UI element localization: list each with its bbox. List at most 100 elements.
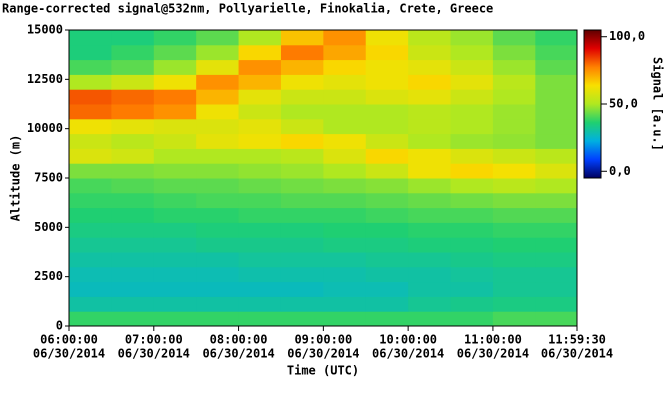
heatmap-cell — [492, 148, 536, 164]
heatmap-cell — [196, 266, 240, 283]
heatmap-cell — [450, 118, 494, 135]
heatmap-cell — [365, 237, 409, 253]
heatmap-cell — [492, 44, 536, 61]
heatmap-cell — [280, 104, 324, 120]
heatmap-cell — [450, 311, 494, 327]
x-tick-label: 06:00:00 — [40, 333, 98, 347]
heatmap-cell — [450, 89, 494, 105]
heatmap-cell — [408, 59, 452, 75]
heatmap-cell — [535, 178, 578, 194]
heatmap-cell — [69, 311, 112, 327]
heatmap-cell — [196, 207, 240, 223]
heatmap-cell — [492, 222, 536, 238]
heatmap-cell — [408, 178, 452, 194]
heatmap-cell — [280, 118, 324, 135]
heatmap-cell — [111, 104, 155, 120]
heatmap-cell — [238, 30, 282, 46]
heatmap-cell — [238, 311, 282, 327]
heatmap-cell — [280, 266, 324, 283]
heatmap-cell — [408, 133, 452, 149]
heatmap-cell — [196, 178, 240, 194]
heatmap-cell — [238, 74, 282, 90]
y-axis-label: Altitude (m) — [9, 135, 23, 222]
heatmap-cell — [408, 311, 452, 327]
heatmap-cell — [196, 74, 240, 90]
colorbar — [583, 29, 602, 179]
heatmap-cell — [535, 74, 578, 90]
heatmap-cell — [535, 237, 578, 253]
heatmap-cell — [492, 118, 536, 135]
heatmap-cell — [450, 207, 494, 223]
heatmap-cell — [238, 237, 282, 253]
heatmap-cell — [408, 252, 452, 268]
heatmap-cell — [111, 192, 155, 209]
heatmap-cell — [69, 192, 112, 209]
heatmap-cell — [153, 163, 197, 179]
heatmap-cell — [365, 296, 409, 312]
heatmap-cell — [535, 222, 578, 238]
heatmap-cell — [492, 74, 536, 90]
heatmap-cell — [365, 178, 409, 194]
heatmap-cell — [365, 192, 409, 209]
heatmap-cell — [196, 89, 240, 105]
colorbar-tick-label: 100,0 — [609, 29, 645, 43]
heatmap-cell — [69, 178, 112, 194]
heatmap-cell — [153, 59, 197, 75]
heatmap-cell — [69, 89, 112, 105]
heatmap-cell — [280, 252, 324, 268]
heatmap-cell — [323, 222, 367, 238]
heatmap-cell — [535, 133, 578, 149]
heatmap-cell — [492, 178, 536, 194]
heatmap-cell — [238, 148, 282, 164]
heatmap-cell — [196, 133, 240, 149]
heatmap-cell — [450, 178, 494, 194]
heatmap-cell — [69, 59, 112, 75]
heatmap-cell — [111, 30, 155, 46]
heatmap-cell — [365, 30, 409, 46]
heatmap-cell — [196, 192, 240, 209]
heatmap-cell — [238, 118, 282, 135]
heatmap-cell — [450, 133, 494, 149]
heatmap-cell — [196, 44, 240, 61]
heatmap-cell — [111, 207, 155, 223]
heatmap-cell — [238, 207, 282, 223]
heatmap-cell — [238, 89, 282, 105]
heatmap-cell — [280, 222, 324, 238]
heatmap-cell — [153, 104, 197, 120]
heatmap-cell — [323, 104, 367, 120]
heatmap-cell — [365, 59, 409, 75]
heatmap-cell — [69, 133, 112, 149]
y-tick-label: 7500 — [34, 171, 63, 185]
heatmap-cell — [323, 74, 367, 90]
heatmap-cell — [238, 252, 282, 268]
heatmap-cell — [450, 222, 494, 238]
heatmap-cell — [69, 207, 112, 223]
heatmap-cell — [365, 118, 409, 135]
heatmap-cell — [492, 207, 536, 223]
heatmap-cell — [450, 30, 494, 46]
heatmap-cell — [280, 89, 324, 105]
heatmap-cell — [323, 59, 367, 75]
heatmap-cell — [111, 74, 155, 90]
heatmap-cell — [111, 59, 155, 75]
heatmap-cell — [450, 163, 494, 179]
x-tick-label: 06/30/2014 — [33, 347, 105, 361]
heatmap-cell — [492, 266, 536, 283]
heatmap-cell — [280, 74, 324, 90]
y-tick-label: 5000 — [34, 220, 63, 234]
x-tick-label: 06/30/2014 — [287, 347, 359, 361]
x-tick-label: 06/30/2014 — [372, 347, 444, 361]
heatmap-cell — [492, 252, 536, 268]
heatmap-cell — [492, 133, 536, 149]
heatmap-cell — [492, 192, 536, 209]
heatmap-cell — [408, 118, 452, 135]
y-tick-label: 15000 — [27, 23, 63, 37]
heatmap-cell — [365, 311, 409, 327]
heatmap-cell — [408, 74, 452, 90]
heatmap-cell — [323, 296, 367, 312]
heatmap-cell — [323, 252, 367, 268]
heatmap-cell — [408, 222, 452, 238]
heatmap-cell — [323, 281, 367, 297]
heatmap-cell — [280, 163, 324, 179]
heatmap-cell — [69, 252, 112, 268]
